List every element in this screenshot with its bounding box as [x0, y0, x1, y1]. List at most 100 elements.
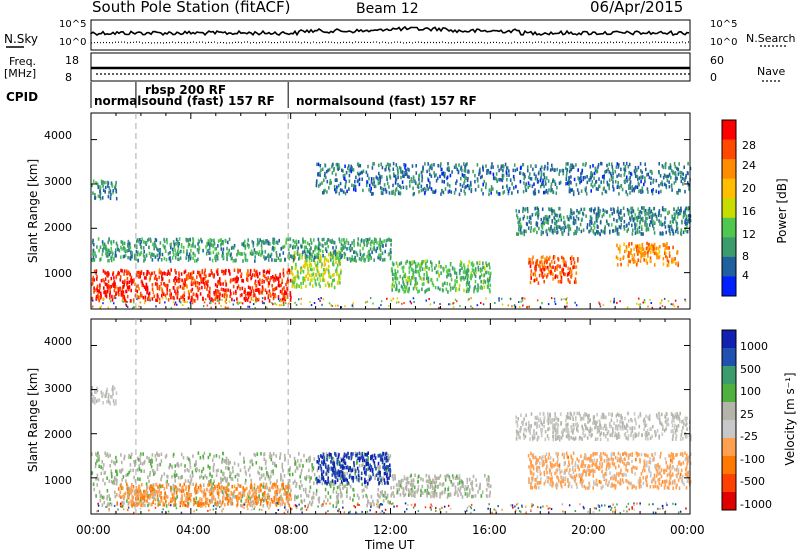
power-cell [175, 276, 177, 280]
power-cell [374, 184, 377, 189]
power-cell [249, 269, 252, 273]
power-cell [423, 186, 426, 191]
power-cell [330, 282, 333, 287]
power-cell [458, 269, 461, 273]
power-cell [336, 263, 339, 268]
power-cell [329, 275, 332, 279]
power-cell [543, 216, 545, 221]
power-cell [631, 254, 633, 258]
power-cell [575, 231, 577, 236]
power-cell [648, 242, 650, 247]
power-cell [572, 190, 575, 194]
power-cell [126, 285, 129, 290]
power-cell [404, 274, 407, 278]
power-cell [443, 174, 446, 179]
velocity-cell [372, 499, 374, 504]
power-cell [143, 249, 145, 254]
power-cell [441, 282, 444, 287]
power-cell [651, 191, 654, 196]
power-cell [571, 255, 573, 259]
power-cell [138, 272, 141, 277]
power-cell [548, 270, 550, 274]
power-cell [567, 217, 570, 221]
velocity-cell [354, 471, 356, 476]
power-cell [229, 294, 231, 298]
power-cell [647, 254, 649, 258]
power-cell [576, 229, 578, 233]
power-cell [178, 273, 180, 278]
power-cell [106, 251, 108, 256]
velocity-cell [97, 451, 99, 455]
power-cell [123, 272, 125, 276]
power-cell [554, 268, 556, 272]
power-cell [665, 230, 667, 235]
power-cell [385, 239, 388, 243]
velocity-cell [296, 466, 299, 471]
power-cell [328, 167, 331, 172]
power-cell [483, 285, 486, 289]
velocity-cell [346, 494, 348, 499]
velocity-cell [110, 459, 113, 464]
power-cell [381, 191, 384, 195]
power-cell [381, 175, 383, 179]
power-cell [339, 256, 341, 260]
power-cell [247, 245, 250, 249]
power-cell [102, 278, 104, 282]
power-cell [676, 166, 678, 171]
velocity-cell [199, 475, 201, 480]
power-cell [316, 252, 318, 257]
power-cell [598, 211, 601, 215]
power-cell [186, 249, 188, 253]
power-cell [168, 279, 171, 283]
power-cell [569, 269, 572, 273]
power-cell [343, 176, 345, 181]
power-cell [464, 165, 466, 169]
power-cell [386, 181, 389, 186]
velocity-cell [101, 503, 104, 507]
power-cell [222, 288, 225, 292]
power-cell [230, 292, 232, 296]
power-cell [204, 285, 206, 289]
power-cell [338, 166, 341, 170]
power-cell [279, 289, 282, 294]
power-cell [623, 242, 625, 246]
power-cell [560, 273, 562, 277]
power-cell [368, 237, 371, 241]
power-cell [160, 287, 163, 291]
power-cell [664, 248, 666, 252]
power-cell [463, 277, 465, 281]
power-cell [413, 260, 416, 264]
power-cell [580, 175, 582, 180]
power-cell [317, 255, 319, 260]
power-cell [403, 163, 405, 167]
velocity-cell [253, 487, 256, 491]
power-cell [680, 206, 682, 211]
power-cell [647, 208, 650, 213]
power-cell [621, 216, 623, 220]
power-cell [392, 189, 395, 194]
power-cell [539, 167, 542, 172]
power-cell [428, 287, 430, 291]
power-cell [119, 278, 122, 282]
power-cell [223, 294, 226, 299]
velocity-cell [296, 495, 298, 500]
power-cell [502, 165, 505, 169]
power-cell [506, 173, 508, 177]
power-cell [673, 212, 676, 216]
power-cell [597, 206, 600, 211]
power-cell [380, 190, 383, 195]
power-cell [462, 270, 465, 274]
power-cell [397, 175, 399, 180]
power-cell [403, 171, 406, 175]
power-cell [482, 280, 485, 284]
velocity-cell [352, 487, 354, 492]
velocity-cell [273, 500, 275, 504]
velocity-cell [139, 495, 142, 500]
power-cell [534, 206, 536, 211]
power-cell [417, 183, 419, 188]
power-cell [586, 175, 588, 179]
power-cell [658, 171, 660, 175]
power-cell [562, 268, 565, 272]
power-cell [303, 245, 306, 249]
power-cell [163, 282, 165, 286]
